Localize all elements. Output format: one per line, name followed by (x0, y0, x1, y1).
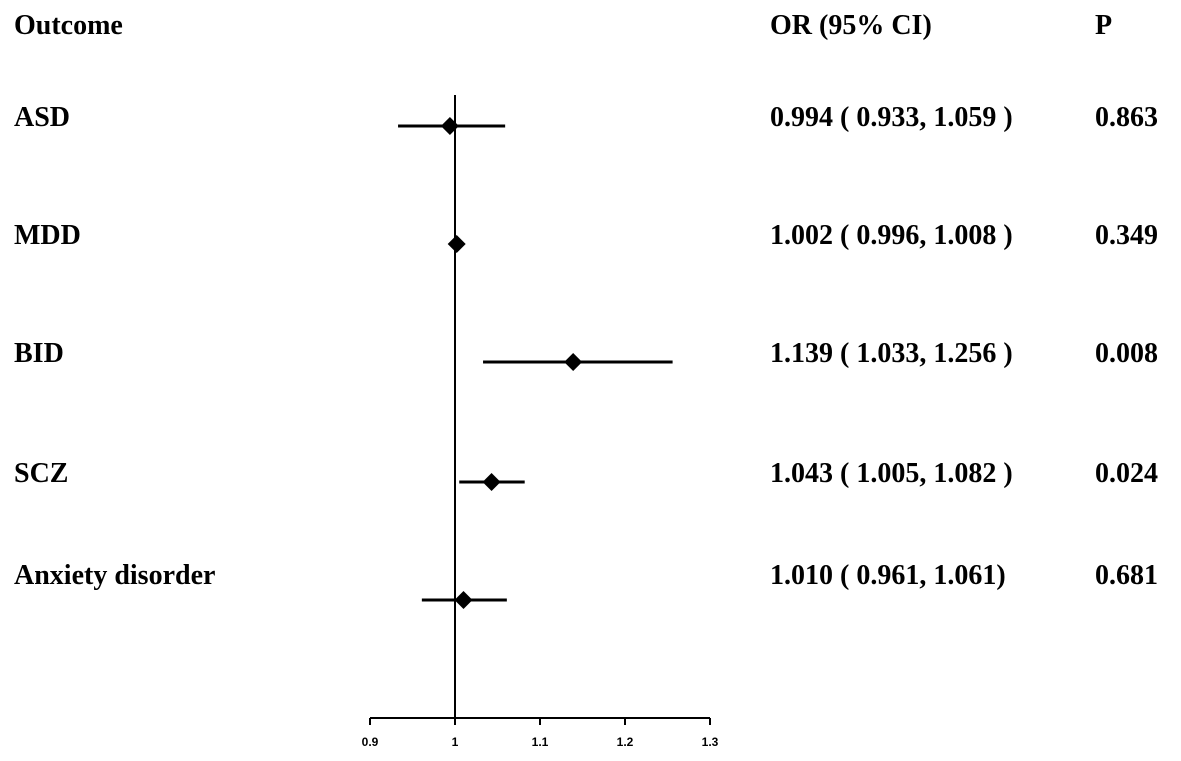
outcome-label: Anxiety disorder (14, 560, 216, 591)
p-value: 0.863 (1095, 102, 1158, 133)
outcome-label: BID (14, 338, 64, 369)
p-value: 0.349 (1095, 220, 1158, 251)
or-ci-value: 1.139 ( 1.033, 1.256 ) (770, 338, 1013, 369)
p-value: 0.008 (1095, 338, 1158, 369)
point-estimate-marker (482, 473, 501, 491)
point-estimate-marker (447, 235, 466, 253)
header-or-ci: OR (95% CI) (770, 10, 932, 41)
outcome-label: MDD (14, 220, 81, 251)
header-p-value: P (1095, 10, 1113, 41)
header-outcome: Outcome (14, 10, 123, 41)
point-estimate-marker (440, 117, 459, 135)
x-tick-label: 1 (452, 735, 459, 749)
p-value: 0.024 (1095, 458, 1158, 489)
p-value: 0.681 (1095, 560, 1158, 591)
outcome-label: ASD (14, 102, 71, 133)
point-estimate-marker (454, 591, 473, 609)
x-tick-label: 0.9 (362, 735, 379, 749)
or-ci-value: 1.043 ( 1.005, 1.082 ) (770, 458, 1013, 489)
or-ci-value: 1.002 ( 0.996, 1.008 ) (770, 220, 1013, 251)
outcome-label: SCZ (14, 458, 69, 489)
or-ci-value: 0.994 ( 0.933, 1.059 ) (770, 102, 1013, 133)
x-tick-label: 1.2 (617, 735, 634, 749)
point-estimate-marker (564, 353, 583, 371)
or-ci-value: 1.010 ( 0.961, 1.061) (770, 560, 1006, 591)
x-tick-label: 1.1 (532, 735, 549, 749)
x-tick-label: 1.3 (702, 735, 719, 749)
